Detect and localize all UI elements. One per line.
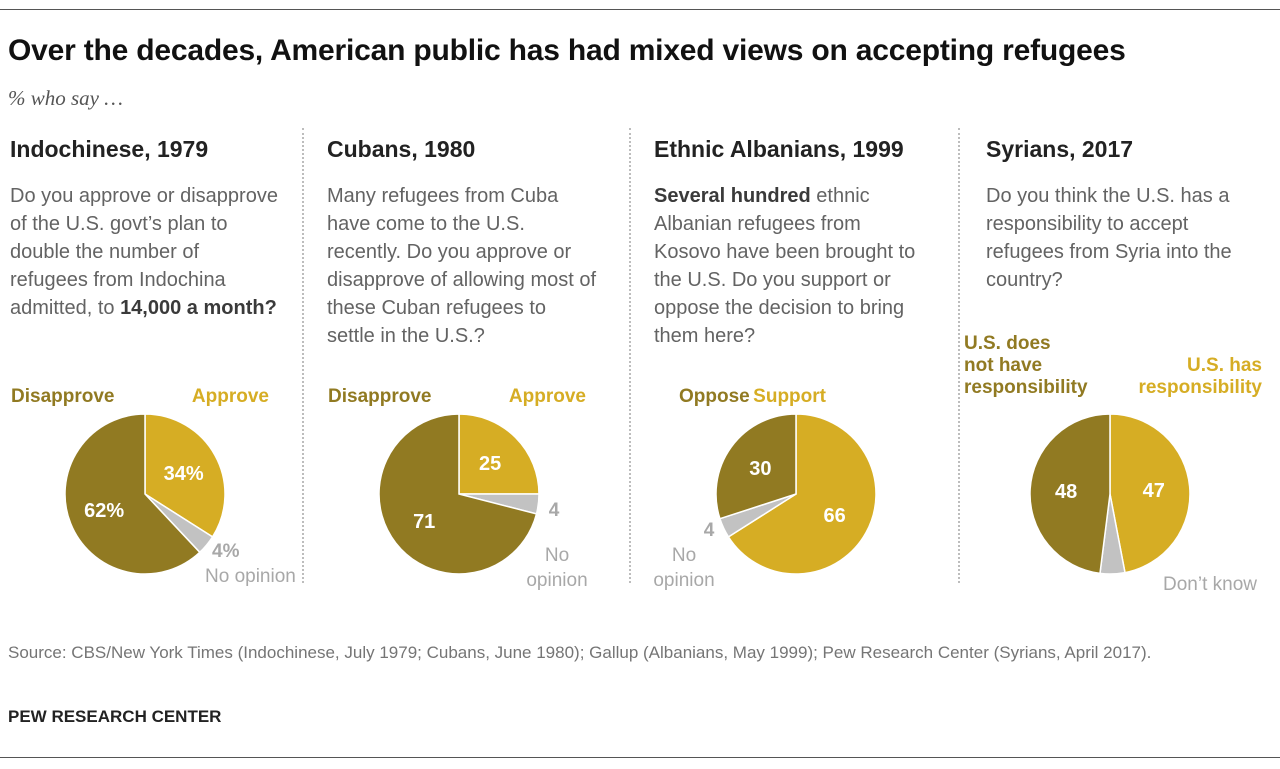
- panel-title: Ethnic Albanians, 1999: [654, 136, 904, 162]
- question-text: Many refugees from Cuba have come to the…: [327, 185, 597, 347]
- slice-value-label: 47: [1143, 480, 1165, 502]
- question-text: 14,000 a month?: [120, 297, 277, 319]
- question-text: ethnic Albanian refugees from Kosovo hav…: [654, 185, 916, 347]
- slice-value-label: 71: [413, 511, 435, 533]
- panel-title: Cubans, 1980: [327, 136, 476, 162]
- credit-logo-text: PEW RESEARCH CENTER: [8, 707, 222, 726]
- outside-category-label: opinion: [526, 570, 587, 591]
- pie-chart: 66 30 Oppose Support 4 No opinion: [653, 386, 877, 591]
- panel-question: Many refugees from Cuba have come to the…: [327, 182, 597, 350]
- pie-slice: [1029, 413, 1111, 575]
- panel-divider: [629, 128, 631, 583]
- panel-divider: [302, 128, 304, 583]
- outside-category-label: opinion: [653, 570, 714, 591]
- question-text: Do you think the U.S. has a responsibili…: [986, 185, 1232, 291]
- outside-category-label: No opinion: [205, 566, 296, 587]
- slice-value-label: 62%: [84, 500, 124, 522]
- slice-value-label: 34%: [164, 463, 204, 485]
- pie-slice: [378, 413, 538, 575]
- panel-title: Indochinese, 1979: [10, 136, 209, 162]
- pie-slice: [64, 413, 201, 575]
- legend-label-right: responsibility: [1138, 377, 1262, 398]
- panel-indochinese: Indochinese, 1979 Do you approve or disa…: [10, 120, 328, 600]
- outside-category-label: No: [672, 545, 696, 566]
- pie-slice: [727, 413, 877, 575]
- pie-slice: [715, 413, 797, 520]
- slice-value-label: 66: [823, 505, 845, 527]
- legend-label-left: U.S. does: [964, 333, 1051, 354]
- panel-question: Several hundred ethnic Albanian refugees…: [654, 182, 924, 350]
- chart-title: Over the decades, American public has ha…: [8, 34, 1126, 67]
- panel-question: Do you approve or disapprove of the U.S.…: [10, 182, 280, 322]
- top-rule: [0, 9, 1280, 10]
- source-note: Source: CBS/New York Times (Indochinese,…: [8, 643, 1152, 662]
- slice-value-label: 48: [1055, 481, 1077, 503]
- outside-value-label: 4: [549, 500, 560, 521]
- legend-label-right: Support: [753, 386, 826, 407]
- outside-value-label: 4: [704, 520, 715, 541]
- panel-question: Do you think the U.S. has a responsibili…: [986, 182, 1256, 294]
- panel-syrians: Syrians, 2017 Do you think the U.S. has …: [962, 120, 1280, 600]
- outside-category-label: No: [545, 545, 569, 566]
- legend-label-right: U.S. has: [1187, 355, 1262, 376]
- legend-label-left: Disapprove: [328, 386, 431, 407]
- panel-albanians: Ethnic Albanians, 1999 Several hundred e…: [653, 120, 972, 600]
- pie-chart: 25 71 Disapprove Approve 4 No opinion: [328, 386, 588, 591]
- legend-label-left: Disapprove: [11, 386, 114, 407]
- panel-divider: [958, 128, 960, 583]
- pie-slice: [458, 413, 540, 495]
- legend-label-left: responsibility: [964, 377, 1088, 398]
- legend-label-left: Oppose: [679, 386, 750, 407]
- legend-label-right: Approve: [192, 386, 269, 407]
- chart-subtitle: % who say …: [8, 86, 123, 110]
- slice-value-label: 25: [479, 453, 501, 475]
- panel-cubans: Cubans, 1980 Many refugees from Cuba hav…: [327, 120, 645, 600]
- legend-label-left: not have: [964, 355, 1042, 376]
- question-text: Do you approve or disapprove of the U.S.…: [10, 185, 278, 319]
- outside-value-label: 4%: [212, 541, 240, 562]
- panel-title: Syrians, 2017: [986, 136, 1134, 162]
- slice-value-label: 30: [749, 458, 771, 480]
- outside-category-label: Don’t know: [1163, 574, 1257, 595]
- question-text: Several hundred: [654, 185, 811, 207]
- bottom-rule: [0, 757, 1280, 758]
- pie-chart: 34% 62% Disapprove Approve 4% No opinion: [11, 386, 296, 587]
- pie-slice: [1109, 413, 1191, 574]
- legend-label-right: Approve: [509, 386, 586, 407]
